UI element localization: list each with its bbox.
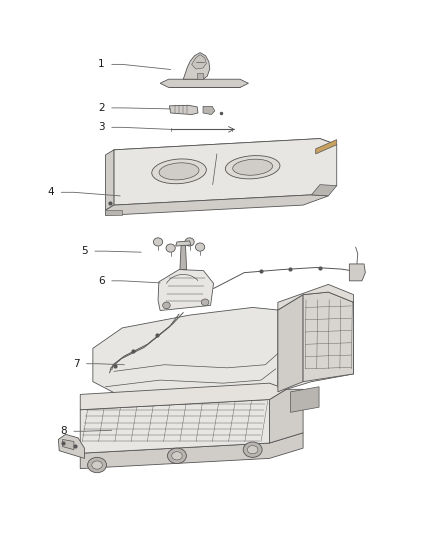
Polygon shape — [197, 73, 203, 79]
Ellipse shape — [172, 452, 182, 460]
Ellipse shape — [201, 299, 209, 305]
Polygon shape — [106, 195, 328, 215]
Polygon shape — [350, 264, 365, 281]
Text: 3: 3 — [98, 122, 105, 132]
Ellipse shape — [167, 448, 187, 464]
Ellipse shape — [185, 238, 194, 246]
Polygon shape — [80, 383, 286, 410]
Polygon shape — [192, 55, 206, 69]
Polygon shape — [180, 243, 187, 270]
Text: 5: 5 — [81, 246, 88, 256]
Text: 4: 4 — [47, 187, 54, 197]
Polygon shape — [160, 79, 248, 87]
Polygon shape — [278, 295, 303, 392]
Polygon shape — [106, 150, 114, 210]
Text: 1: 1 — [98, 59, 105, 69]
Text: 6: 6 — [98, 276, 105, 286]
Polygon shape — [106, 210, 122, 215]
Text: 2: 2 — [98, 103, 105, 113]
Polygon shape — [176, 241, 191, 246]
Ellipse shape — [162, 302, 170, 309]
Polygon shape — [183, 53, 210, 79]
Polygon shape — [203, 107, 215, 115]
Ellipse shape — [92, 461, 102, 469]
Ellipse shape — [233, 159, 272, 175]
Polygon shape — [278, 292, 353, 392]
Ellipse shape — [153, 238, 162, 246]
Polygon shape — [278, 285, 353, 310]
Polygon shape — [80, 433, 303, 469]
Text: 8: 8 — [60, 426, 67, 437]
Polygon shape — [80, 400, 269, 453]
Ellipse shape — [195, 243, 205, 251]
Polygon shape — [114, 139, 337, 205]
Polygon shape — [170, 106, 198, 115]
Polygon shape — [114, 139, 337, 164]
Ellipse shape — [159, 163, 199, 180]
Polygon shape — [58, 434, 85, 458]
Ellipse shape — [247, 446, 258, 454]
Ellipse shape — [225, 156, 280, 179]
Polygon shape — [63, 439, 74, 450]
Text: 7: 7 — [73, 359, 79, 369]
Ellipse shape — [152, 159, 206, 184]
Ellipse shape — [88, 457, 106, 473]
Ellipse shape — [166, 244, 175, 252]
Ellipse shape — [243, 442, 262, 457]
Polygon shape — [316, 140, 337, 154]
Polygon shape — [269, 389, 303, 443]
Polygon shape — [290, 387, 319, 413]
Polygon shape — [311, 184, 337, 196]
Polygon shape — [93, 308, 278, 397]
Polygon shape — [158, 270, 214, 311]
Polygon shape — [303, 292, 353, 382]
